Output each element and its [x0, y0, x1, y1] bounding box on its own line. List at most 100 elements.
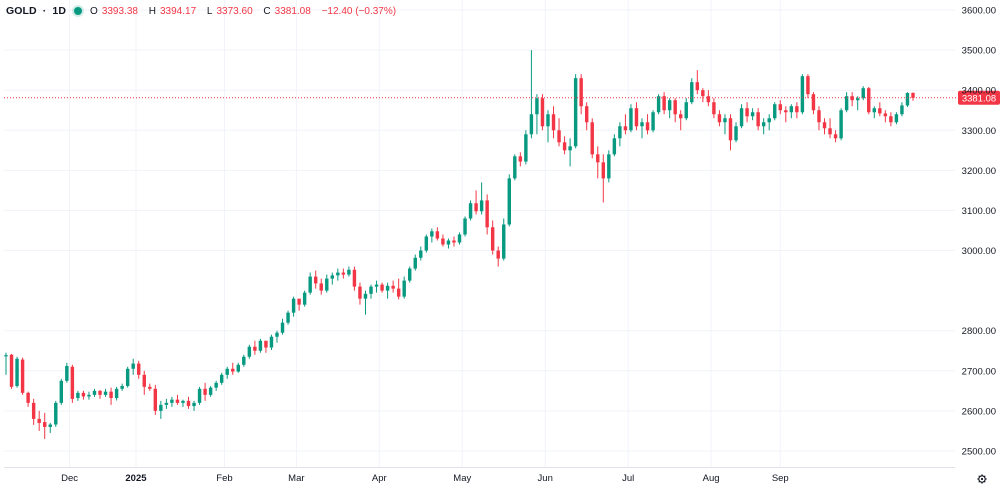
candle	[374, 280, 379, 293]
candle-body	[872, 108, 877, 113]
candle	[900, 102, 904, 117]
gear-icon[interactable]	[977, 474, 987, 484]
candle-body	[623, 126, 628, 131]
candle-body	[529, 114, 534, 135]
candle	[385, 282, 390, 299]
candle	[485, 194, 489, 235]
candle-body	[773, 104, 777, 119]
candle-body	[4, 355, 8, 357]
candle-body	[258, 340, 263, 351]
candle-body	[20, 359, 25, 393]
candle	[634, 102, 639, 131]
candle	[601, 154, 606, 203]
candle	[380, 282, 384, 293]
candle-body	[291, 298, 296, 313]
candle	[855, 96, 860, 111]
candle	[640, 118, 644, 139]
last-price-badge-bg	[958, 90, 1000, 105]
candle	[203, 382, 207, 401]
candle	[872, 106, 877, 119]
candle-body	[712, 102, 716, 115]
candle-body	[37, 418, 41, 423]
candle	[679, 110, 683, 131]
candle-body	[662, 96, 666, 111]
candle	[789, 104, 794, 119]
last-price-label: 3381.08	[962, 93, 996, 104]
candle	[784, 106, 788, 123]
candle-body	[275, 332, 279, 337]
candle-body	[811, 94, 816, 111]
candle-body	[319, 283, 323, 291]
candle-body	[584, 106, 589, 123]
y-tick-label: 2500.00	[962, 446, 996, 457]
y-tick-label: 3500.00	[962, 46, 996, 57]
candle-body	[441, 238, 445, 245]
y-tick-label: 2800.00	[962, 326, 996, 337]
candle	[535, 94, 539, 135]
symbol-label[interactable]: GOLD · 1D	[6, 5, 66, 17]
candle	[457, 232, 462, 245]
candle	[219, 372, 224, 385]
time-axis[interactable]: Dec 2025 Feb Mar Apr May Jun Jul Aug Sep	[4, 467, 987, 485]
candle-body	[656, 96, 661, 113]
candle-body	[546, 114, 550, 127]
candle-body	[452, 240, 456, 243]
symbol-name: GOLD	[6, 5, 37, 17]
candle-body	[651, 112, 655, 131]
candle-body	[728, 118, 733, 141]
candle	[529, 50, 534, 139]
candle	[109, 387, 113, 405]
candle-body	[15, 358, 19, 387]
candle	[767, 114, 771, 131]
candle	[120, 383, 124, 391]
candle	[684, 98, 688, 121]
candle	[905, 92, 910, 108]
candle	[463, 216, 467, 237]
candle	[142, 370, 146, 395]
candle-body	[413, 257, 417, 269]
candle	[15, 356, 19, 388]
price-axis[interactable]: 2500.00 2600.00 2700.00 2800.00 3000.00 3100.…	[962, 6, 996, 458]
candle-body	[125, 368, 130, 387]
candle	[164, 398, 169, 409]
candle-body	[883, 113, 888, 117]
candle-body	[535, 98, 539, 115]
candle	[148, 383, 152, 391]
y-tick-label: 3000.00	[962, 246, 996, 257]
candle-body	[784, 110, 788, 113]
candle	[236, 362, 240, 373]
candle	[446, 238, 451, 249]
candle-body	[363, 293, 368, 299]
candle	[275, 330, 279, 343]
high-label: H	[148, 5, 156, 17]
candle	[103, 388, 108, 397]
y-tick-label: 3100.00	[962, 206, 996, 217]
candle	[396, 278, 401, 300]
candle	[247, 344, 252, 359]
candle-body	[325, 278, 329, 291]
candle-body	[302, 292, 307, 305]
candle	[778, 100, 782, 115]
candle	[894, 112, 899, 125]
candle-body	[131, 363, 135, 369]
candle	[695, 70, 700, 95]
candle-body	[850, 96, 854, 101]
candle	[712, 98, 716, 119]
candle	[817, 106, 821, 131]
candle-body	[153, 388, 158, 411]
candle	[408, 266, 412, 283]
candle-body	[867, 88, 871, 113]
x-tick-label: Apr	[372, 473, 387, 484]
candle	[92, 388, 97, 397]
candle-body	[59, 380, 64, 403]
candle	[596, 146, 600, 179]
candle-body	[137, 363, 141, 375]
candle	[839, 108, 843, 141]
candle-body	[214, 382, 218, 388]
candle	[513, 154, 517, 181]
candle-body	[562, 142, 567, 151]
candle-body	[446, 240, 451, 245]
candle-body	[640, 122, 644, 127]
